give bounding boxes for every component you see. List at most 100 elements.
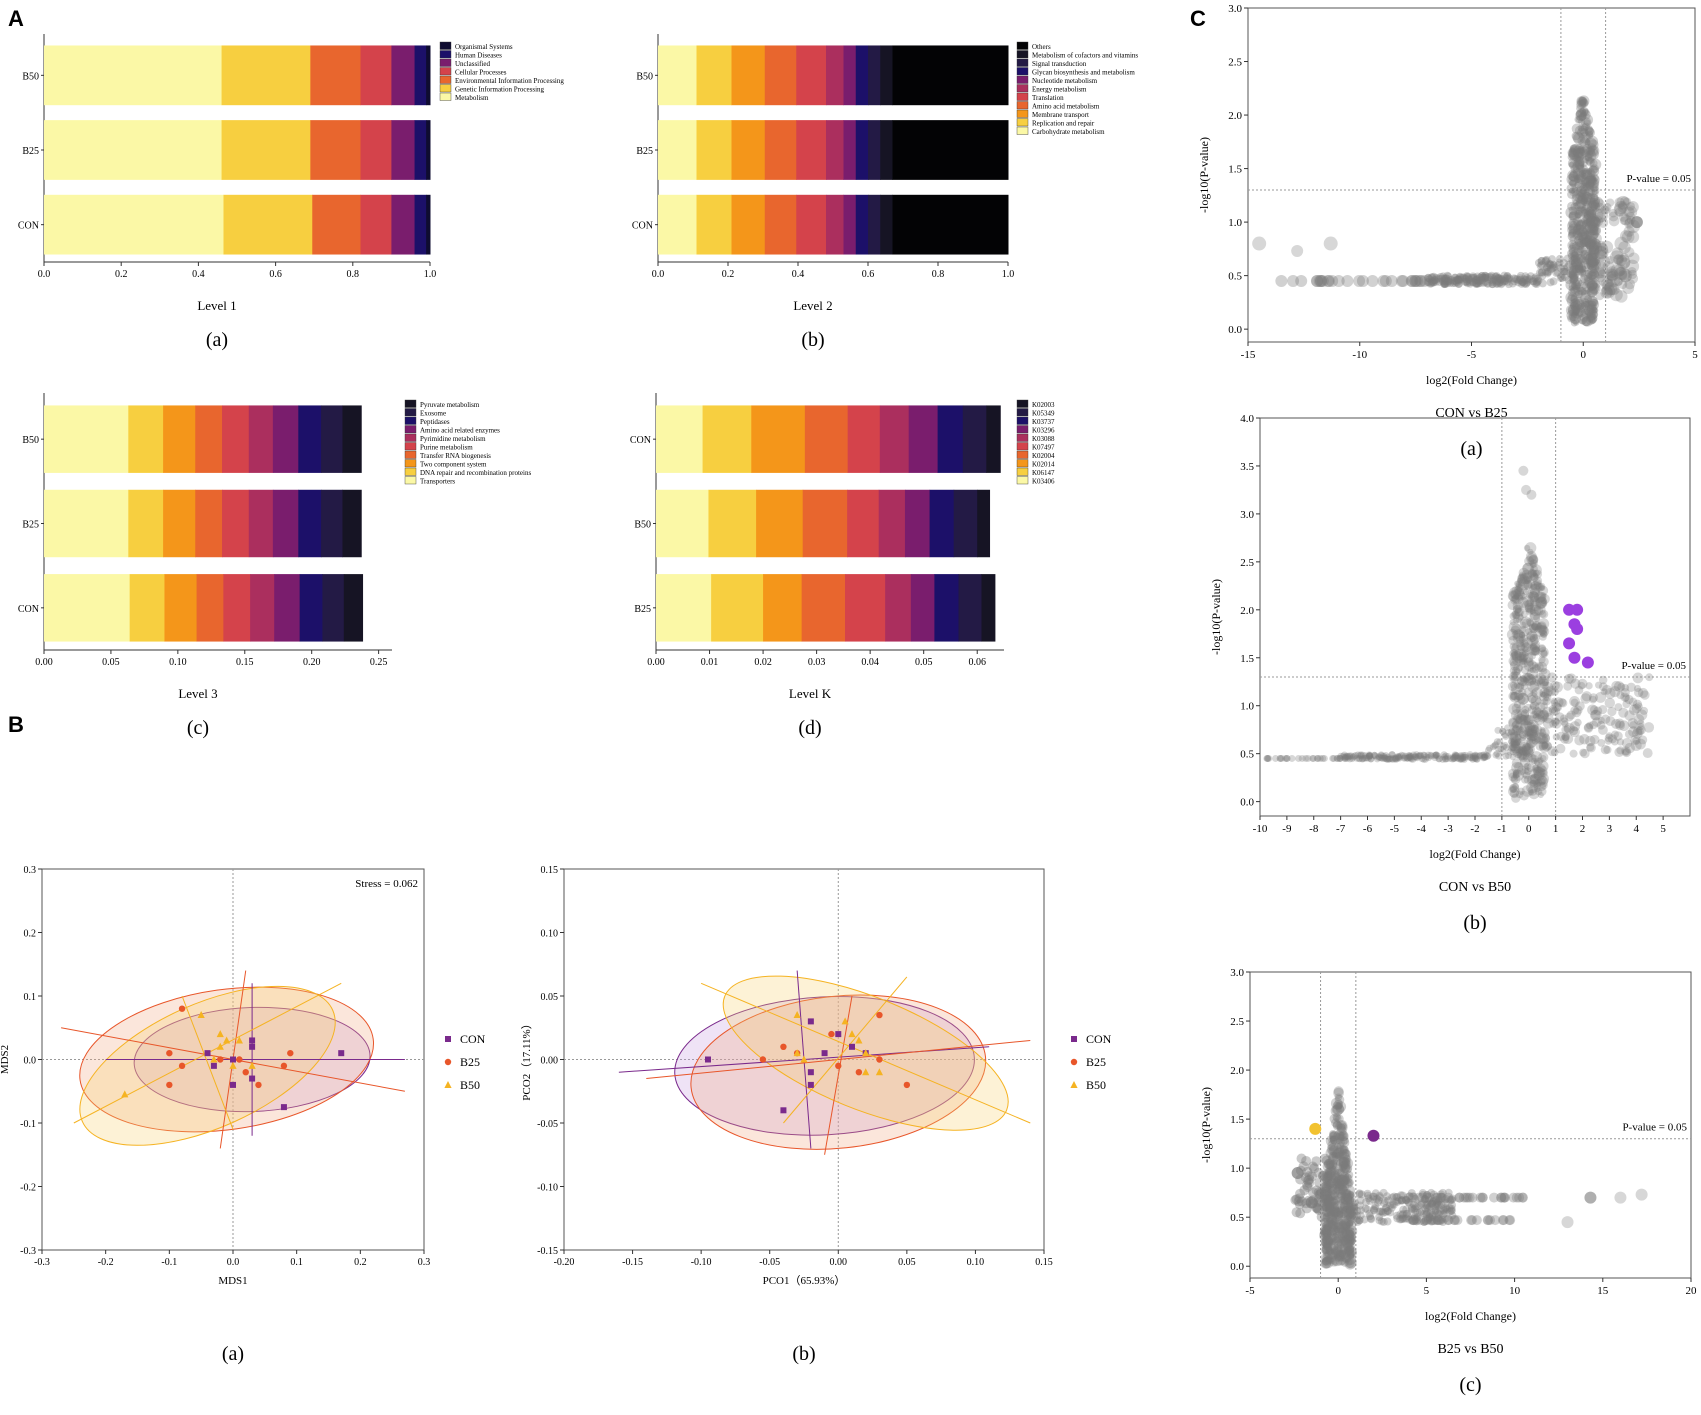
gene-point [1589, 256, 1600, 267]
gene-point [1408, 1216, 1417, 1225]
gene-point [1569, 298, 1579, 309]
gene-point [1343, 1178, 1354, 1189]
gene-point [1582, 155, 1590, 164]
gene-point [1469, 755, 1477, 763]
gene-point [1335, 1144, 1343, 1153]
gene-point [1314, 754, 1322, 762]
gene-point [1334, 1180, 1341, 1187]
gene-point [1606, 271, 1617, 281]
gene-point [1611, 718, 1622, 730]
gene-point [1530, 642, 1541, 653]
gene-point [1338, 1151, 1351, 1164]
gene-point [1547, 746, 1558, 757]
gene-point [1514, 655, 1523, 664]
gene-point [1334, 1225, 1345, 1236]
gene-point [1511, 623, 1522, 634]
bar-segment [298, 489, 322, 558]
gene-point [1333, 1179, 1345, 1191]
bar-segment [414, 45, 427, 106]
gene-point [1307, 1161, 1318, 1172]
panel-caption: (b) [792, 1343, 815, 1365]
gene-point [1483, 273, 1492, 282]
gene-point [1581, 191, 1592, 203]
gene-point [1619, 257, 1631, 269]
gene-point [1530, 621, 1541, 631]
gene-point [1523, 720, 1533, 730]
gene-point [1302, 754, 1310, 762]
gene-point [1455, 275, 1464, 284]
gene-point [1344, 1190, 1354, 1200]
gene-point [1406, 274, 1419, 287]
gene-point [1529, 609, 1541, 621]
gene-point [1589, 195, 1601, 207]
gene-point [1515, 582, 1522, 589]
gene-point [1567, 304, 1578, 315]
gene-point [1573, 705, 1583, 715]
gene-point [1447, 1195, 1456, 1204]
legend-label: Glycan biosynthesis and metabolism [1032, 69, 1135, 77]
gene-point [1526, 659, 1534, 667]
gene-point [1356, 1206, 1365, 1215]
gene-point [1330, 1170, 1340, 1181]
gene-point [1600, 240, 1614, 254]
gene-point [1325, 1255, 1333, 1263]
gene-point [1337, 1131, 1346, 1141]
gene-point [1585, 307, 1596, 318]
gene-point [1568, 281, 1577, 290]
gene-point [1345, 1240, 1354, 1248]
gene-point [1340, 1227, 1348, 1235]
gene-point [1507, 744, 1515, 752]
gene-point [1519, 715, 1528, 723]
gene-point [1582, 315, 1594, 327]
gene-point [1585, 179, 1595, 189]
gene-point [1453, 752, 1461, 760]
x-tick-label: 4 [1634, 823, 1640, 835]
gene-point [1343, 1213, 1352, 1222]
gene-point [1365, 752, 1373, 760]
legend-marker [445, 1036, 451, 1042]
gene-point [1492, 741, 1500, 749]
gene-point [1417, 1199, 1426, 1208]
gene-point [1481, 273, 1490, 282]
x-axis-title: log2(Fold Change) [1426, 373, 1517, 387]
gene-point [1302, 1180, 1313, 1191]
gene-point [1482, 1215, 1493, 1226]
gene-point [1575, 109, 1588, 122]
gene-point [1329, 1135, 1339, 1144]
gene-point [1340, 1151, 1347, 1158]
gene-point [1371, 752, 1379, 760]
gene-point [1567, 158, 1579, 169]
legend-label: CON [1086, 1032, 1112, 1046]
gene-point [1472, 275, 1481, 284]
gene-point [1346, 1219, 1354, 1227]
gene-point [1572, 264, 1581, 274]
gene-point [1527, 694, 1537, 704]
gene-point [1563, 254, 1572, 263]
gene-point [1561, 1216, 1574, 1229]
gene-point [1342, 1234, 1351, 1243]
gene-point [1597, 739, 1606, 747]
gene-point [1521, 634, 1528, 642]
gene-point [1522, 746, 1534, 758]
gene-point [1329, 1238, 1337, 1246]
gene-point [1580, 292, 1592, 305]
gene-point [1632, 736, 1640, 745]
legend-marker [1071, 1036, 1077, 1042]
gene-point [1446, 1196, 1455, 1205]
bar-segment [802, 489, 848, 558]
gene-point [1569, 179, 1577, 187]
gene-point [1321, 1228, 1331, 1239]
gene-point [1512, 616, 1520, 624]
gene-point [1518, 747, 1525, 755]
gene-point [1342, 1173, 1353, 1184]
gene-point [1529, 583, 1541, 595]
gene-point [1503, 277, 1512, 286]
gene-point [1589, 176, 1598, 184]
gene-point [1509, 731, 1522, 743]
gene-point [1518, 631, 1526, 639]
gene-point [1569, 179, 1577, 188]
gene-point [1319, 1191, 1332, 1203]
gene-point [1550, 697, 1558, 705]
gene-point [1628, 726, 1639, 738]
gene-point [1326, 1233, 1338, 1246]
